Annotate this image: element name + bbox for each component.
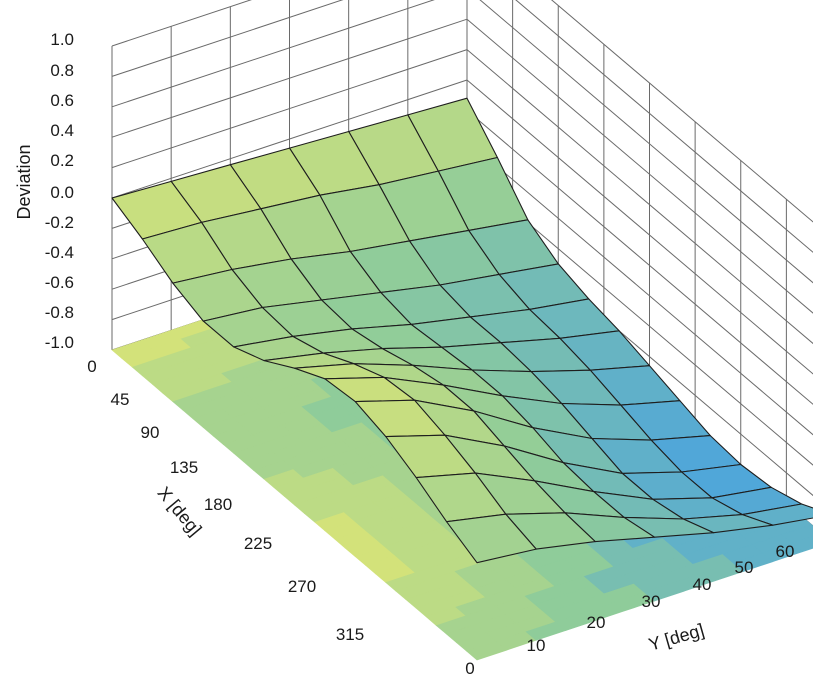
y-tick-label: 40 bbox=[693, 575, 712, 594]
y-axis-title: Y [deg] bbox=[646, 620, 706, 655]
z-tick-label: 1.0 bbox=[50, 30, 74, 49]
x-tick-label: 180 bbox=[204, 495, 232, 514]
y-tick-label: 20 bbox=[587, 613, 606, 632]
surface-mesh bbox=[111, 97, 813, 564]
floor-contour-cell bbox=[791, 536, 813, 553]
x-tick-label: 315 bbox=[336, 625, 364, 644]
z-tick-label: 0.0 bbox=[50, 183, 74, 202]
z-tick-label: -0.6 bbox=[45, 273, 74, 292]
surface-patch bbox=[446, 513, 537, 564]
z-tick-label: -0.8 bbox=[45, 303, 74, 322]
x-axis-ticks: 0 45 90 135 180 225 270 315 bbox=[87, 357, 364, 644]
y-tick-label: 60 bbox=[776, 542, 795, 561]
z-axis-title: Deviation bbox=[14, 144, 34, 219]
z-tick-label: 0.4 bbox=[50, 121, 74, 140]
x-tick-label: 90 bbox=[141, 423, 160, 442]
z-tick-label: 0.8 bbox=[50, 61, 74, 80]
y-tick-label: 50 bbox=[735, 558, 754, 577]
x-axis-title: X [deg] bbox=[154, 483, 206, 540]
x-tick-label: 270 bbox=[288, 577, 316, 596]
y-axis-ticks: 0 10 20 30 40 50 60 bbox=[465, 542, 794, 678]
x-tick-label: 0 bbox=[87, 357, 96, 376]
y-tick-label: 0 bbox=[465, 659, 474, 678]
z-tick-label: -1.0 bbox=[45, 333, 74, 352]
z-tick-label: 0.2 bbox=[50, 151, 74, 170]
z-tick-label: -0.2 bbox=[45, 213, 74, 232]
z-tick-label: 0.6 bbox=[50, 91, 74, 110]
x-tick-label: 135 bbox=[170, 458, 198, 477]
x-tick-label: 45 bbox=[111, 390, 130, 409]
y-tick-label: 30 bbox=[642, 592, 661, 611]
z-tick-label: -0.4 bbox=[45, 243, 74, 262]
y-tick-label: 10 bbox=[527, 636, 546, 655]
z-axis-ticks: 1.0 0.8 0.6 0.4 0.2 0.0 -0.2 -0.4 -0.6 -… bbox=[45, 30, 74, 352]
x-tick-label: 225 bbox=[244, 534, 272, 553]
